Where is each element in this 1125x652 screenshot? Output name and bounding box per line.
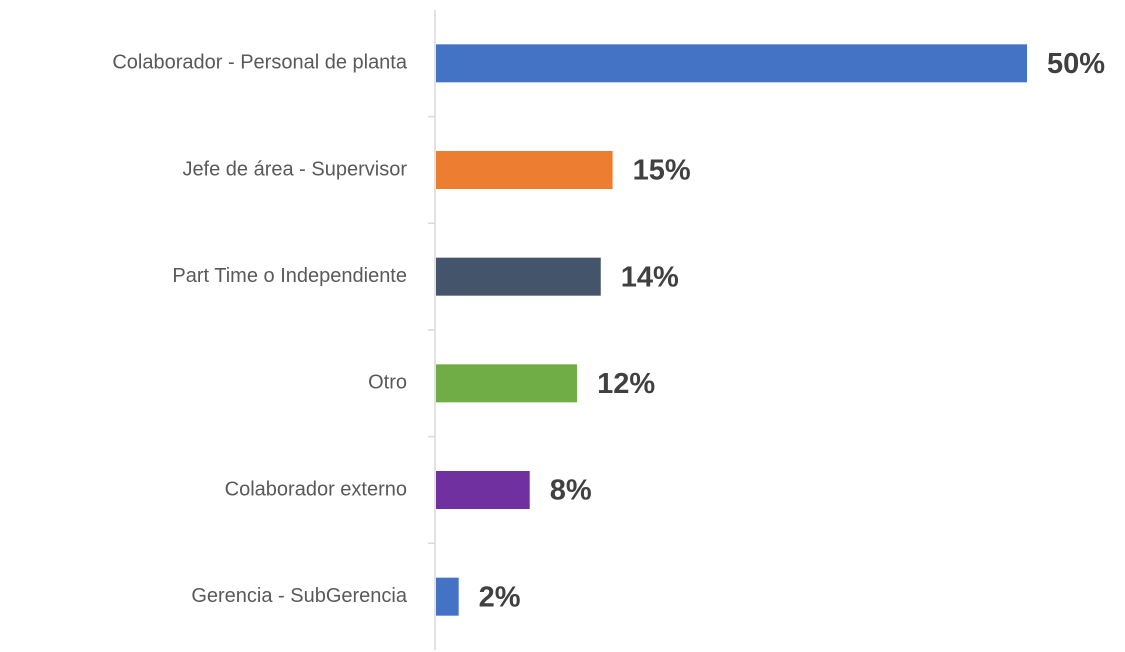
y-tick-label: Colaborador externo xyxy=(225,478,407,500)
y-tick-label: Gerencia - SubGerencia xyxy=(191,585,408,607)
bar xyxy=(436,471,530,509)
bar xyxy=(436,364,578,403)
data-label: 15% xyxy=(633,155,691,187)
bar xyxy=(436,257,601,296)
bar xyxy=(436,151,613,189)
y-tick-label: Otro xyxy=(368,372,407,394)
data-label: 8% xyxy=(550,475,592,507)
y-tick-label: Part Time o Independiente xyxy=(172,265,407,287)
y-tick-label: Jefe de área - Supervisor xyxy=(182,158,407,180)
data-label: 14% xyxy=(621,261,679,293)
bar xyxy=(436,44,1027,83)
data-label: 50% xyxy=(1047,48,1105,80)
bar xyxy=(436,577,459,616)
data-label: 12% xyxy=(597,368,655,400)
data-label: 2% xyxy=(479,581,521,613)
y-tick-label: Colaborador - Personal de planta xyxy=(112,52,408,74)
